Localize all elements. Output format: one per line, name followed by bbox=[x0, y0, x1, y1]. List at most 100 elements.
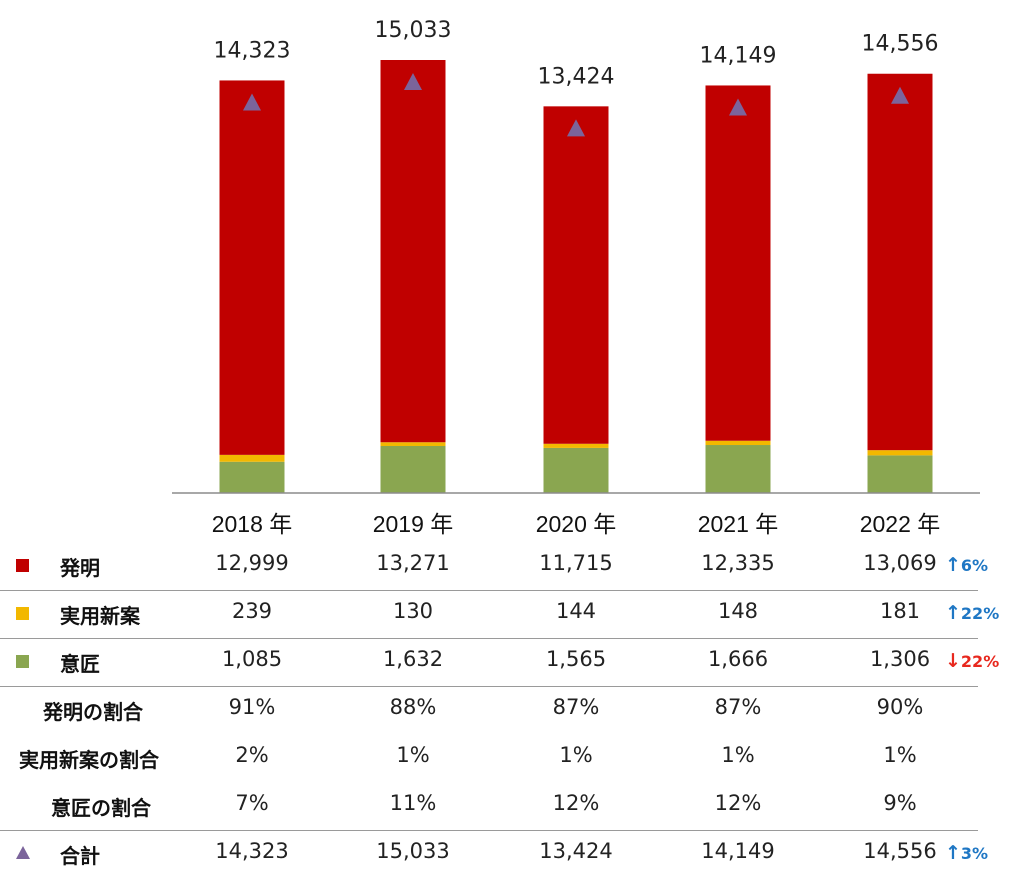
row-separator bbox=[0, 830, 978, 831]
table-cell-design-1: 1,632 bbox=[382, 647, 444, 671]
bar-segment-series0-0 bbox=[219, 461, 285, 493]
total-marker-1 bbox=[404, 73, 422, 90]
total-value-label-2: 13,424 bbox=[538, 64, 615, 89]
change-indicator-utility: ↑22% bbox=[945, 602, 999, 624]
total-marker-4 bbox=[891, 86, 909, 104]
table-row-total: 合計 14,323 15,033 13,424 14,149 14,556 ↑3% bbox=[0, 830, 1022, 878]
row-label-design: 意匠 bbox=[60, 652, 100, 676]
table-cell-utility-share-4: 1% bbox=[883, 743, 917, 767]
total-value-label-0: 14,323 bbox=[214, 38, 291, 63]
table-cell-design-share-4: 9% bbox=[883, 791, 917, 815]
table-cell-total-0: 14,323 bbox=[215, 839, 289, 863]
bar-segment-series2-0 bbox=[219, 80, 285, 455]
table-cell-design-share-2: 12% bbox=[552, 791, 600, 815]
table-cell-design-0: 1,085 bbox=[221, 647, 283, 671]
arrow-down-icon: ↓ bbox=[945, 650, 961, 672]
bar-segment-series1-4 bbox=[867, 450, 933, 456]
table-cell-total-3: 14,149 bbox=[701, 839, 775, 863]
legend-swatch-invention bbox=[16, 559, 29, 572]
bar-segment-series1-3 bbox=[705, 440, 771, 446]
table-cell-design-share-1: 11% bbox=[389, 791, 437, 815]
x-tick-label-2021-年: 2021 年 bbox=[697, 511, 779, 537]
change-percent-design: 22% bbox=[960, 652, 1000, 671]
table-cell-utility-0: 239 bbox=[231, 599, 273, 623]
bar-segment-series0-1 bbox=[380, 445, 446, 493]
table-cell-design-3: 1,666 bbox=[707, 647, 769, 671]
total-labels-layer: 14,323 15,033 13,424 14,149 14,556 bbox=[214, 18, 939, 89]
table-cell-invention-share-2: 87% bbox=[552, 695, 600, 719]
row-separator bbox=[0, 638, 978, 639]
change-indicator-design: ↓22% bbox=[945, 650, 999, 672]
x-tick-label-2020-年: 2020 年 bbox=[535, 511, 617, 537]
total-marker-0 bbox=[243, 93, 261, 111]
total-markers-layer bbox=[243, 73, 909, 137]
row-label-utility-share: 実用新案の割合 bbox=[19, 748, 159, 772]
row-label-total: 合計 bbox=[60, 844, 100, 868]
row-label-invention: 発明 bbox=[60, 556, 100, 580]
table-row-utility: 実用新案 239 130 144 148 181 ↑22% bbox=[0, 590, 1022, 638]
table-cell-utility-share-1: 1% bbox=[396, 743, 430, 767]
arrow-up-icon: ↑ bbox=[945, 554, 961, 576]
table-cell-design-share-0: 7% bbox=[235, 791, 269, 815]
bars-layer bbox=[219, 60, 933, 493]
table-cell-utility-share-0: 2% bbox=[235, 743, 269, 767]
legend-swatch-design bbox=[16, 655, 29, 668]
change-percent-utility: 22% bbox=[960, 604, 1000, 623]
table-cell-total-2: 13,424 bbox=[539, 839, 613, 863]
row-label-design-share: 意匠の割合 bbox=[51, 796, 151, 820]
table-cell-invention-4: 13,069 bbox=[863, 551, 937, 575]
table-cell-invention-share-4: 90% bbox=[876, 695, 924, 719]
total-value-label-3: 14,149 bbox=[700, 43, 777, 68]
table-cell-design-2: 1,565 bbox=[545, 647, 607, 671]
legend-swatch-utility bbox=[16, 607, 29, 620]
total-value-label-1: 15,033 bbox=[375, 18, 452, 43]
table-cell-invention-share-1: 88% bbox=[389, 695, 437, 719]
row-separator bbox=[0, 590, 978, 591]
total-marker-2 bbox=[567, 119, 585, 137]
table-cell-utility-share-2: 1% bbox=[559, 743, 593, 767]
table-row-design-share: 意匠の割合 7% 11% 12% 12% 9% bbox=[0, 782, 1022, 830]
bar-segment-series0-2 bbox=[543, 447, 609, 493]
x-tick-label-2019-年: 2019 年 bbox=[372, 511, 454, 537]
row-label-utility: 実用新案 bbox=[60, 604, 140, 628]
table-row-invention-share: 発明の割合 91% 88% 87% 87% 90% bbox=[0, 686, 1022, 734]
table-cell-utility-4: 181 bbox=[879, 599, 921, 623]
bar-segment-series0-4 bbox=[867, 455, 933, 493]
table-cell-total-4: 14,556 bbox=[863, 839, 937, 863]
table-cell-utility-share-3: 1% bbox=[721, 743, 755, 767]
bar-segment-series0-3 bbox=[705, 445, 771, 493]
table-cell-design-share-3: 12% bbox=[714, 791, 762, 815]
table-cell-invention-1: 13,271 bbox=[376, 551, 450, 575]
bar-segment-series1-2 bbox=[543, 443, 609, 448]
bar-segment-series2-2 bbox=[543, 106, 609, 444]
bar-segment-series2-1 bbox=[380, 60, 446, 443]
table-cell-invention-0: 12,999 bbox=[215, 551, 289, 575]
x-tick-label-2018-年: 2018 年 bbox=[211, 511, 293, 537]
arrow-up-icon: ↑ bbox=[945, 842, 961, 864]
x-tick-label-2022-年: 2022 年 bbox=[859, 511, 941, 537]
change-indicator-total: ↑3% bbox=[945, 842, 988, 864]
table-row-invention: 発明 12,999 13,271 11,715 12,335 13,069 ↑6% bbox=[0, 542, 1022, 590]
stacked-bar-chart: 14,323 15,033 13,424 14,149 14,556 bbox=[172, 18, 980, 494]
table-cell-invention-share-0: 91% bbox=[228, 695, 276, 719]
table-cell-invention-share-3: 87% bbox=[714, 695, 762, 719]
bar-segment-series2-4 bbox=[867, 73, 933, 451]
bar-segment-series1-0 bbox=[219, 454, 285, 462]
table-row-design: 意匠 1,085 1,632 1,565 1,666 1,306 ↓22% bbox=[0, 638, 1022, 686]
change-indicator-invention: ↑6% bbox=[945, 554, 988, 576]
total-marker-3 bbox=[729, 98, 747, 116]
table-cell-utility-3: 148 bbox=[717, 599, 759, 623]
table-row-utility-share: 実用新案の割合 2% 1% 1% 1% 1% bbox=[0, 734, 1022, 782]
table-cell-utility-2: 144 bbox=[555, 599, 597, 623]
table-cell-total-1: 15,033 bbox=[376, 839, 450, 863]
total-value-label-4: 14,556 bbox=[862, 32, 939, 57]
table-cell-design-4: 1,306 bbox=[869, 647, 931, 671]
table-cell-invention-3: 12,335 bbox=[701, 551, 775, 575]
row-label-invention-share: 発明の割合 bbox=[43, 700, 143, 724]
legend-triangle-icon bbox=[16, 846, 30, 859]
arrow-up-icon: ↑ bbox=[945, 602, 961, 624]
bar-segment-series2-3 bbox=[705, 85, 771, 441]
row-separator bbox=[0, 686, 978, 687]
table-cell-utility-1: 130 bbox=[392, 599, 434, 623]
change-percent-total: 3% bbox=[960, 844, 989, 863]
